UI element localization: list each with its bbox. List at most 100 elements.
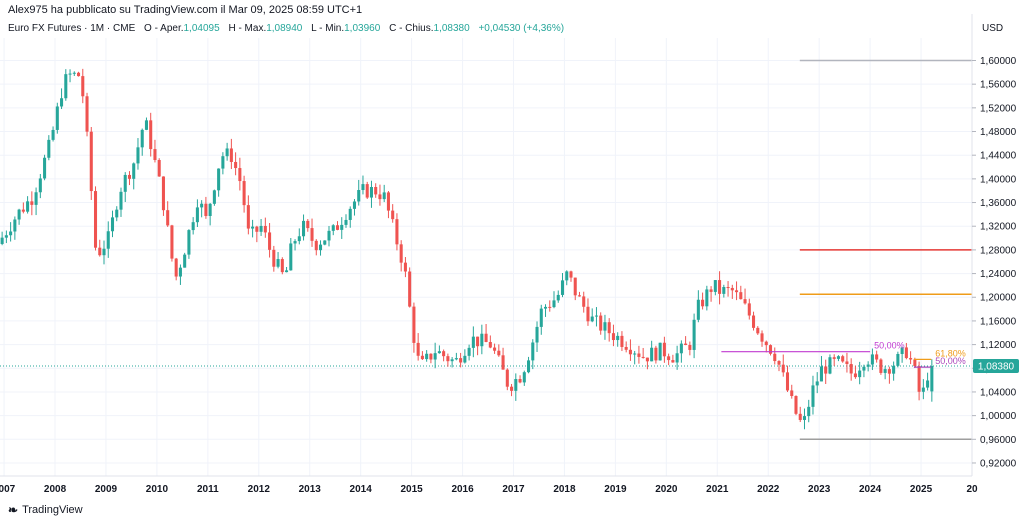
candle-body	[565, 271, 569, 281]
candle-body	[318, 244, 323, 251]
price-tick-label: 1,52000	[980, 103, 1017, 114]
candle-body	[293, 241, 297, 244]
candle-body	[522, 372, 526, 383]
candle-body	[616, 335, 620, 341]
candle-body	[586, 306, 590, 322]
candle-body	[263, 225, 267, 233]
candle-body	[420, 355, 424, 360]
year-tick-label: 2010	[146, 484, 169, 495]
candle-body	[174, 258, 178, 277]
candle-body	[552, 300, 556, 308]
candle-body	[543, 306, 548, 309]
candle-body	[153, 149, 157, 161]
candle-body	[369, 186, 373, 198]
candle-body	[85, 96, 89, 132]
candle-body	[259, 225, 263, 232]
candle-body	[904, 347, 908, 359]
candle-body	[641, 356, 645, 358]
price-tick-label: 1,44000	[980, 151, 1017, 162]
year-tick-label: 2016	[451, 484, 474, 495]
candle-body	[684, 343, 688, 346]
candle-body	[535, 326, 539, 343]
candle-body	[607, 322, 611, 334]
candle-body	[692, 319, 696, 350]
year-tick-label: 2024	[859, 484, 882, 495]
year-tick-label: 2007	[0, 484, 16, 495]
candle-body	[416, 342, 420, 356]
candle-body	[722, 287, 726, 294]
candle-body	[705, 289, 709, 307]
last-price-badge	[973, 359, 1019, 374]
year-tick-label: 2008	[44, 484, 67, 495]
candle-body	[446, 356, 450, 362]
high-label: H - Max.	[228, 23, 267, 34]
close-label: C - Chius.	[389, 23, 434, 34]
candle-body	[26, 201, 30, 212]
candle-body	[777, 361, 781, 365]
candle-body	[688, 345, 692, 350]
candle-body	[412, 306, 416, 343]
candle-body	[442, 351, 446, 357]
candle-body	[221, 156, 225, 169]
candle-body	[794, 396, 798, 414]
candle-body	[268, 232, 272, 250]
candle-body	[637, 353, 641, 357]
price-tick-label: 1,04000	[980, 387, 1017, 398]
price-axis: 1,60000 1,56000 1,52000 1,48000 1,44000 1,400…	[971, 14, 1019, 476]
candle-body	[454, 358, 458, 360]
symbol-name: Euro FX Futures · 1M · CME	[8, 23, 136, 34]
candle-body	[892, 365, 896, 374]
candle-body	[98, 247, 102, 256]
footer-brand[interactable]: ❧ TradingView	[8, 503, 83, 517]
candle-body	[926, 380, 930, 388]
candle-body	[620, 335, 624, 347]
candle-body	[51, 129, 55, 140]
candle-body	[408, 271, 412, 307]
year-tick-label: 2011	[197, 484, 219, 495]
year-tick-label: 2020	[655, 484, 678, 495]
candle-body	[391, 210, 395, 220]
brand-label: TradingView	[22, 504, 83, 516]
candle-body	[60, 98, 64, 107]
candle-body	[77, 72, 81, 77]
candle-body	[365, 184, 369, 198]
candle-body	[594, 315, 598, 317]
candle-body	[709, 289, 713, 292]
candle-body	[110, 217, 115, 232]
price-tick-label: 1,00000	[980, 411, 1017, 422]
candle-body	[599, 315, 603, 331]
candle-body	[548, 306, 552, 308]
time-axis: 2007 2008 2009 2010 2011 2012 2013 2014 2015 2016…	[0, 475, 978, 495]
candle-body	[136, 147, 140, 164]
open-label: O - Aper.	[144, 23, 184, 34]
candle-body	[514, 379, 518, 391]
candle-body	[64, 74, 68, 99]
year-tick-label: 2013	[299, 484, 322, 495]
candle-body	[314, 240, 318, 251]
candle-body	[106, 231, 110, 249]
candle-body	[527, 360, 531, 373]
candle-body	[718, 280, 722, 294]
candle-body	[730, 287, 734, 291]
candle-body	[518, 379, 522, 383]
candle-body	[476, 336, 480, 347]
candle-body	[824, 366, 828, 374]
year-tick-label: 2015	[400, 484, 423, 495]
candle-body	[849, 364, 853, 374]
candle-body	[331, 225, 335, 231]
candle-body	[569, 271, 573, 278]
price-tick-label: 1,48000	[980, 127, 1017, 138]
candle-body	[900, 347, 904, 354]
candle-body	[560, 280, 565, 295]
candle-body	[204, 203, 208, 216]
candle-body	[9, 231, 13, 236]
candle-body	[862, 366, 866, 371]
candle-body	[297, 236, 301, 242]
candle-body	[55, 106, 59, 130]
chart-legend: Euro FX Futures · 1M · CME O - Aper.1,04…	[8, 23, 564, 34]
year-tick-label: 2025	[910, 484, 933, 495]
price-tick-label: 1,12000	[980, 340, 1017, 351]
candle-body	[654, 347, 658, 361]
candle-body	[187, 230, 191, 255]
